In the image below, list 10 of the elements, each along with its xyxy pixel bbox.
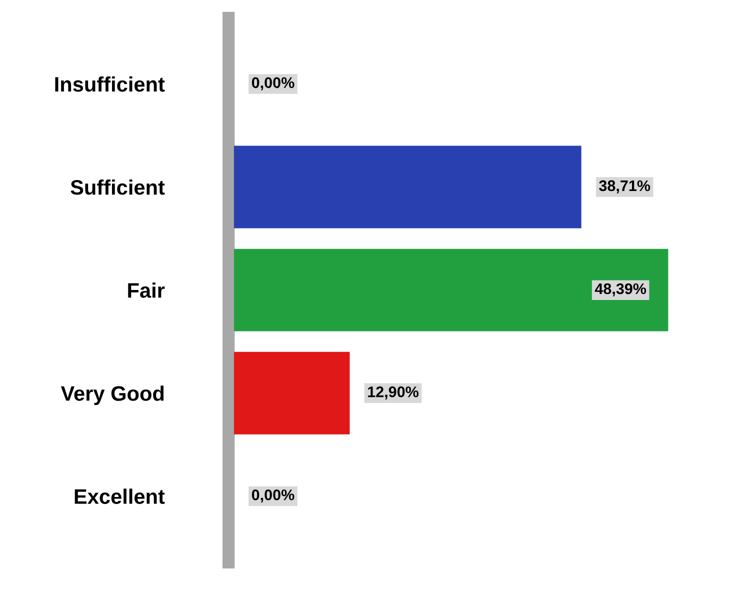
data-label: 12,90% <box>368 386 419 400</box>
y-tick-label: Excellent <box>74 488 165 504</box>
y-tick-label: Sufficient <box>70 179 165 195</box>
data-label: 48,39% <box>594 283 646 296</box>
data-label: 38,71% <box>599 180 650 194</box>
data-label: 0,00% <box>252 489 294 502</box>
y-tick-label: Fair <box>128 282 165 298</box>
data-label: 0,00% <box>252 77 294 90</box>
y-tick-label: Very Good <box>60 386 164 406</box>
y-tick-label: Insufficient <box>55 76 165 92</box>
